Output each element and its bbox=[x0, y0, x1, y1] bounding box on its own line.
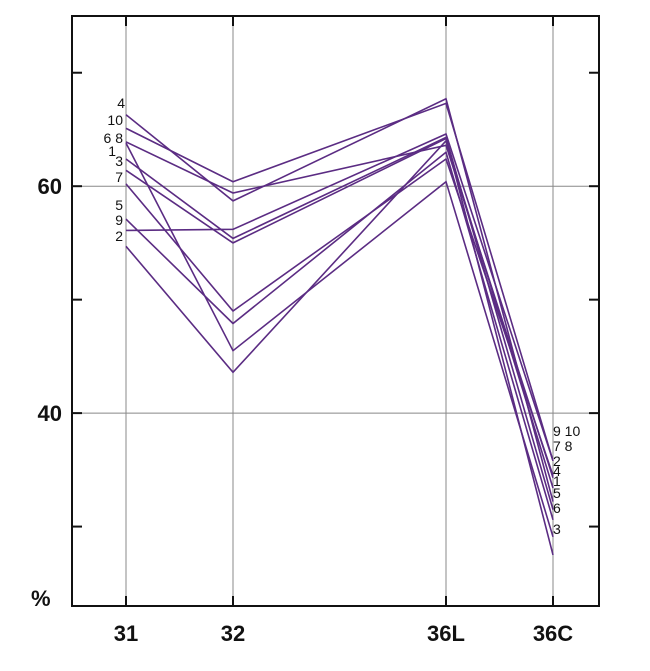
series-line-10 bbox=[125, 102, 554, 462]
series-line-9 bbox=[125, 132, 554, 462]
end-label: 3 bbox=[553, 521, 561, 537]
series-line-3 bbox=[125, 137, 554, 556]
start-label: 6 8 bbox=[104, 130, 124, 146]
x-tick-label: 31 bbox=[114, 621, 138, 646]
start-label: 5 bbox=[115, 197, 123, 213]
series-line-8 bbox=[125, 141, 554, 479]
x-tick-label: 36L bbox=[427, 621, 465, 646]
start-label: 7 bbox=[115, 169, 123, 185]
y-tick-label: 60 bbox=[38, 174, 62, 199]
series-lines bbox=[125, 97, 554, 556]
y-tick-label: 40 bbox=[38, 401, 62, 426]
end-label: 9 10 bbox=[553, 423, 580, 439]
series-line-1 bbox=[125, 136, 554, 510]
end-label: 7 8 bbox=[553, 438, 573, 454]
end-label: 1 bbox=[553, 473, 561, 489]
end-label: 2 bbox=[553, 453, 561, 469]
start-label: 2 bbox=[115, 228, 123, 244]
plot-frame bbox=[71, 15, 600, 607]
start-label: 1 bbox=[108, 143, 116, 159]
start-label: 10 bbox=[107, 112, 123, 128]
x-tick-label: 36C bbox=[533, 621, 573, 646]
end-label: 5 bbox=[553, 485, 561, 501]
series-line-7 bbox=[125, 157, 554, 476]
start-label: 3 bbox=[115, 153, 123, 169]
start-label: 9 bbox=[115, 212, 123, 228]
end-label: 4 bbox=[553, 463, 561, 479]
end-label: 6 bbox=[553, 500, 561, 516]
start-label: 4 bbox=[117, 95, 125, 111]
grid bbox=[72, 16, 599, 606]
x-tick-label: 32 bbox=[221, 621, 245, 646]
series-line-5 bbox=[125, 150, 554, 521]
series-line-2 bbox=[125, 139, 554, 489]
series-line-6 bbox=[125, 142, 554, 538]
series-line-4 bbox=[125, 97, 554, 502]
y-axis-label: % bbox=[31, 586, 51, 611]
